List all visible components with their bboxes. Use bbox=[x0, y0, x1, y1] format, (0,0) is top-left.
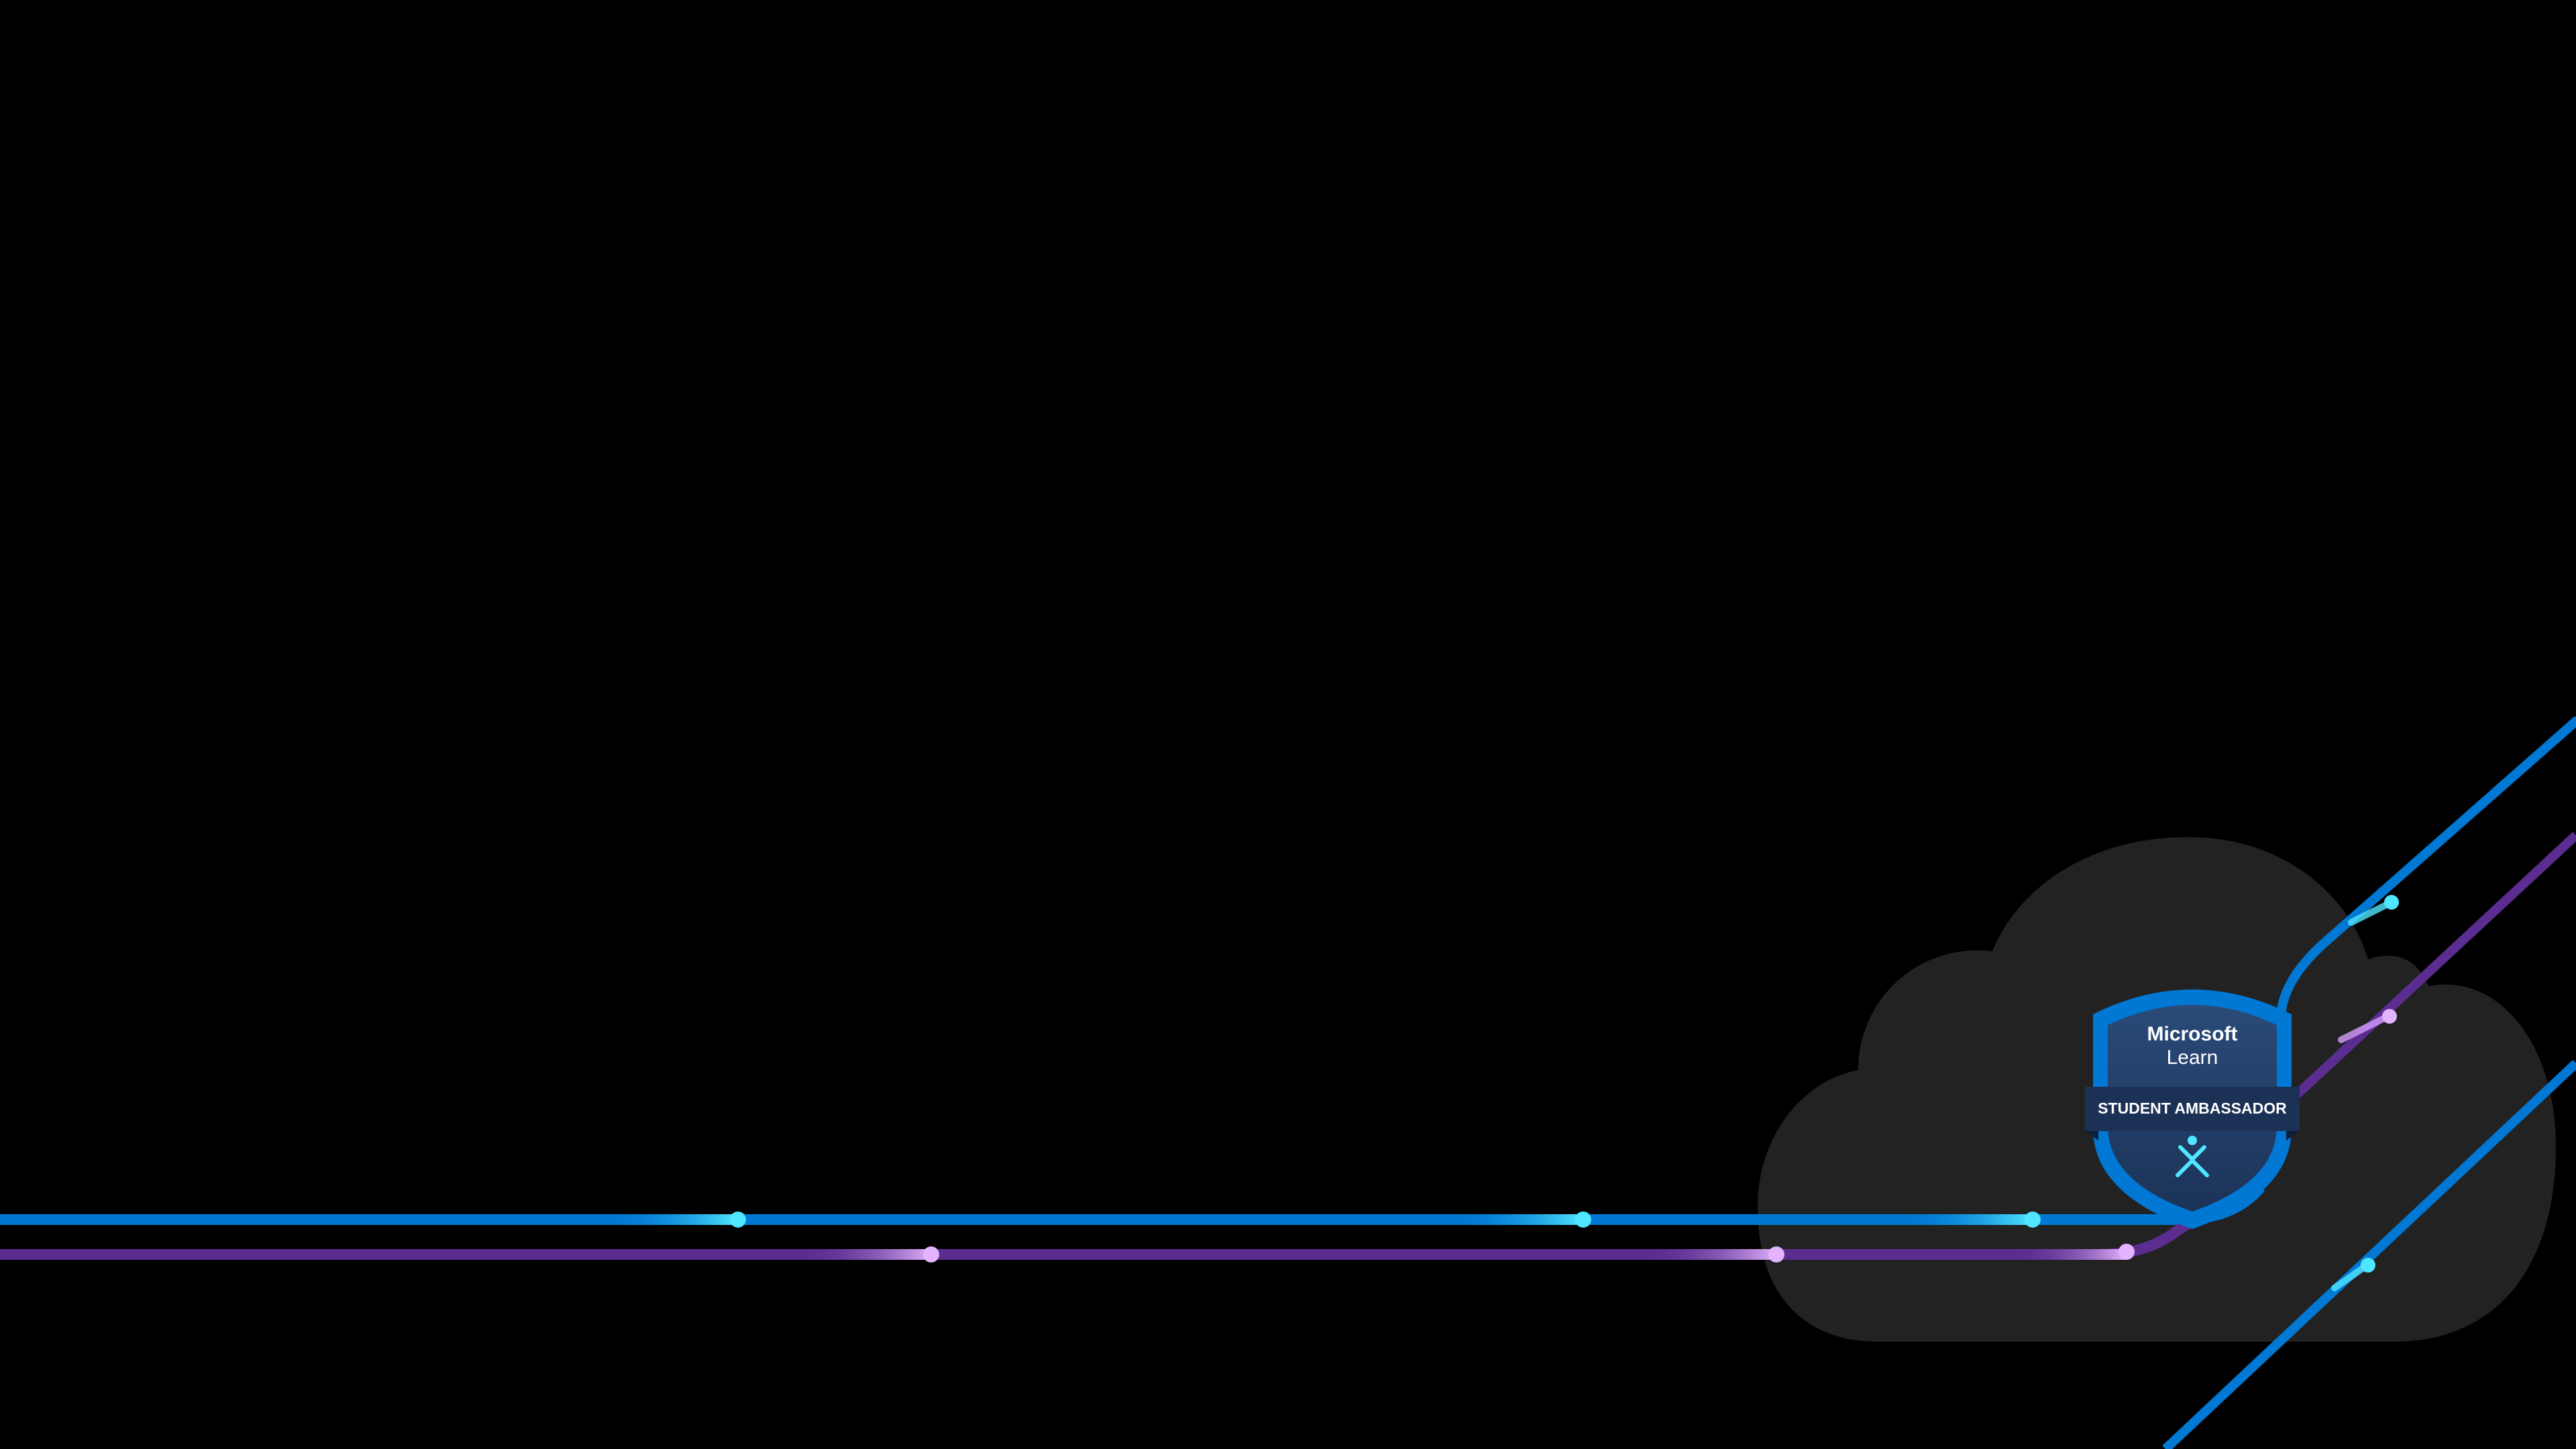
student-ambassador-badge: Microsoft Learn STUDENT AMBASSADOR bbox=[2085, 989, 2300, 1229]
glow-trail bbox=[604, 1214, 738, 1225]
ribbon-fold-right bbox=[2286, 1131, 2300, 1140]
light-dot bbox=[2025, 1212, 2041, 1228]
light-dot bbox=[730, 1212, 746, 1228]
glow-trail bbox=[1449, 1214, 1583, 1225]
light-dot bbox=[2382, 1009, 2397, 1024]
badge-ribbon-label: STUDENT AMBASSADOR bbox=[2098, 1099, 2287, 1117]
ambassador-figure-icon bbox=[2176, 1136, 2209, 1177]
glow-segment bbox=[2338, 1013, 2392, 1043]
light-dot bbox=[923, 1246, 939, 1263]
badge-brand-line1: Microsoft bbox=[2147, 1023, 2238, 1045]
glow-trail bbox=[1898, 1214, 2033, 1225]
light-dot bbox=[2384, 895, 2399, 910]
light-dot bbox=[2361, 1258, 2375, 1273]
ribbon-fold-left bbox=[2085, 1131, 2098, 1140]
glow-trail bbox=[2012, 1249, 2127, 1260]
glow-segment bbox=[2348, 899, 2395, 926]
badge-ribbon bbox=[2085, 1087, 2300, 1131]
glow-trail bbox=[798, 1249, 932, 1260]
badge-brand-line2: Learn bbox=[2167, 1046, 2218, 1069]
light-dot bbox=[1575, 1212, 1591, 1228]
glow-trail bbox=[1644, 1249, 1778, 1260]
light-dot bbox=[1768, 1246, 1784, 1263]
light-dot bbox=[2118, 1244, 2135, 1260]
lower-blue-diagonal bbox=[2162, 1059, 2576, 1449]
